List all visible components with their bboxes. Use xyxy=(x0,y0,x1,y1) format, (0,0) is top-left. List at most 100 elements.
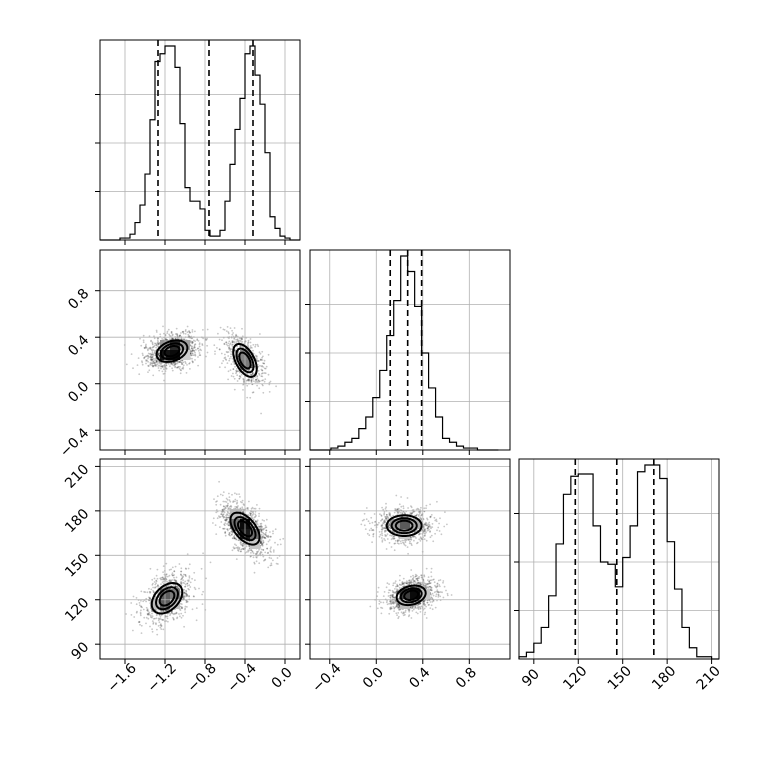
sample-point xyxy=(152,589,155,592)
sample-point xyxy=(400,542,402,545)
sample-point xyxy=(178,367,181,370)
sample-point xyxy=(133,616,136,618)
sample-point xyxy=(192,349,194,351)
sample-point xyxy=(409,540,411,543)
sample-point xyxy=(228,496,231,498)
sample-point xyxy=(143,357,146,360)
sample-point xyxy=(381,526,384,529)
sample-point xyxy=(190,354,193,356)
sample-point xyxy=(151,358,154,361)
sample-point xyxy=(260,365,263,368)
sample-point xyxy=(425,605,427,608)
sample-point xyxy=(153,344,156,347)
sample-point xyxy=(138,602,141,604)
sample-point xyxy=(241,335,244,338)
sample-point xyxy=(257,379,260,382)
sample-point xyxy=(171,338,174,340)
sample-point xyxy=(363,524,366,527)
sample-point xyxy=(149,591,152,593)
sample-point xyxy=(170,568,173,571)
sample-point xyxy=(396,513,399,516)
sample-point xyxy=(157,343,160,346)
sample-point xyxy=(440,533,443,536)
sample-point xyxy=(265,518,268,521)
sample-point xyxy=(233,341,236,344)
sample-point xyxy=(414,581,417,584)
sample-point xyxy=(380,612,383,615)
sample-point xyxy=(149,348,152,350)
sample-point xyxy=(258,374,261,376)
sample-point xyxy=(437,594,440,597)
sample-point xyxy=(254,343,257,346)
sample-point xyxy=(382,508,385,511)
sample-point xyxy=(189,586,192,588)
sample-point xyxy=(436,529,438,532)
sample-point xyxy=(177,366,179,368)
sample-point xyxy=(157,337,160,340)
sample-point xyxy=(168,574,171,577)
sample-point xyxy=(418,538,421,541)
sample-point xyxy=(171,367,174,370)
sample-point xyxy=(228,492,230,495)
sample-point xyxy=(194,359,196,361)
sample-point xyxy=(222,360,225,362)
sample-point xyxy=(148,596,150,599)
sample-point xyxy=(227,351,230,353)
sample-point xyxy=(389,513,392,516)
sample-point xyxy=(223,527,226,530)
sample-point xyxy=(191,341,194,344)
sample-point xyxy=(260,412,262,415)
sample-point xyxy=(159,616,162,618)
sample-point xyxy=(168,334,171,337)
sample-point xyxy=(242,381,245,383)
sample-point xyxy=(253,561,256,564)
sample-point xyxy=(419,511,421,513)
sample-point xyxy=(190,340,193,343)
sample-point xyxy=(426,518,429,521)
sample-point xyxy=(184,580,187,583)
sample-point xyxy=(168,333,171,336)
sample-point xyxy=(222,328,225,331)
sample-point xyxy=(136,364,139,366)
sample-point xyxy=(257,345,260,348)
sample-point xyxy=(145,359,148,361)
sample-point xyxy=(238,339,241,342)
sample-point xyxy=(234,543,236,546)
sample-point xyxy=(235,334,238,337)
sample-point xyxy=(388,612,391,615)
sample-point xyxy=(264,524,267,527)
sample-point xyxy=(172,618,175,620)
sample-point xyxy=(145,600,148,603)
sample-point xyxy=(161,576,164,579)
sample-point xyxy=(433,578,435,581)
sample-point xyxy=(169,365,171,368)
sample-point xyxy=(184,585,186,588)
sample-point xyxy=(432,540,435,543)
sample-point xyxy=(399,540,402,543)
sample-point xyxy=(165,573,167,576)
sample-point xyxy=(402,542,405,545)
sample-point xyxy=(225,501,228,503)
sample-point xyxy=(181,367,184,370)
sample-point xyxy=(147,617,150,620)
sample-point xyxy=(410,581,413,583)
sample-point xyxy=(258,512,260,515)
sample-point xyxy=(392,582,395,585)
sample-point xyxy=(151,578,154,581)
sample-point xyxy=(237,539,240,541)
sample-point xyxy=(147,352,150,355)
sample-point xyxy=(232,375,235,378)
sample-point xyxy=(159,365,162,368)
sample-point xyxy=(186,325,189,328)
sample-point xyxy=(264,551,267,554)
sample-point xyxy=(166,580,168,583)
sample-point xyxy=(439,595,442,598)
sample-point xyxy=(396,542,399,544)
sample-point xyxy=(202,337,205,340)
sample-point xyxy=(390,538,393,541)
sample-point xyxy=(381,532,383,535)
sample-point xyxy=(374,524,376,527)
sample-point xyxy=(419,611,422,613)
sample-point xyxy=(233,537,236,540)
sample-point xyxy=(188,330,191,333)
